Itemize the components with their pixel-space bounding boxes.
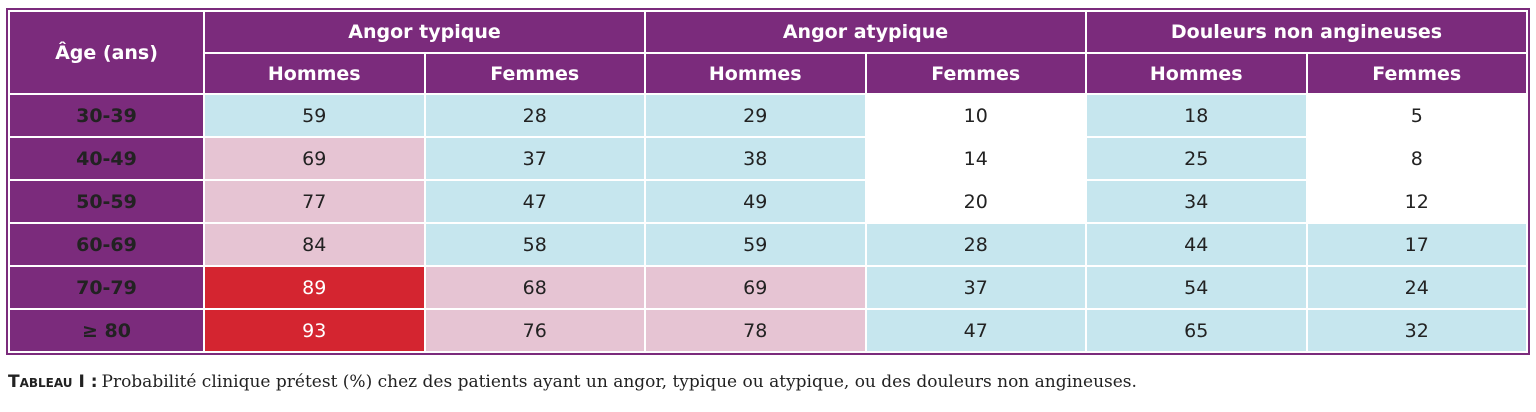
age-header: Âge (ans)	[8, 10, 205, 95]
header-row: Âge (ans) Angor typique Angor atypique D…	[8, 10, 1528, 95]
cell: 49	[644, 179, 867, 224]
cell: 89	[203, 265, 426, 310]
group-header: Douleurs non angineuses	[1085, 10, 1528, 54]
age-cell: 50-59	[8, 179, 205, 224]
table-wrap: Âge (ans) Angor typique Angor atypique D…	[6, 8, 1530, 355]
cell: 5	[1305, 93, 1528, 138]
cell: 47	[423, 179, 646, 224]
group-header: Angor typique	[203, 10, 646, 54]
cell: 25	[1085, 136, 1308, 181]
probability-table: Âge (ans) Angor typique Angor atypique D…	[6, 8, 1530, 355]
cell: 24	[1305, 265, 1528, 310]
age-cell: 40-49	[8, 136, 205, 181]
cell: 59	[644, 222, 867, 267]
cell: 58	[423, 222, 646, 267]
caption-label: Tableau I :	[8, 372, 98, 392]
data-row: 60-69 84 58 59 28 44 17	[8, 222, 1528, 267]
cell: 93	[203, 308, 426, 353]
cell: 47	[864, 308, 1087, 353]
cell: 29	[644, 93, 867, 138]
cell: 54	[1085, 265, 1308, 310]
cell: 68	[423, 265, 646, 310]
cell: 84	[203, 222, 426, 267]
data-row: 50-59 77 47 49 20 34 12	[8, 179, 1528, 224]
subheader: Hommes	[1085, 52, 1308, 95]
cell: 18	[1085, 93, 1308, 138]
cell: 32	[1305, 308, 1528, 353]
cell: 76	[423, 308, 646, 353]
cell: 78	[644, 308, 867, 353]
group-header: Angor atypique	[644, 10, 1087, 54]
cell: 20	[864, 179, 1087, 224]
cell: 77	[203, 179, 426, 224]
cell: 17	[1305, 222, 1528, 267]
age-cell: 60-69	[8, 222, 205, 267]
data-row: 70-79 89 68 69 37 54 24	[8, 265, 1528, 310]
subheader: Hommes	[644, 52, 867, 95]
age-cell: 30-39	[8, 93, 205, 138]
subheader-row: Hommes Femmes Hommes Femmes Hommes Femme…	[9, 52, 1528, 95]
caption: Tableau I : Probabilité clinique prétest …	[8, 372, 1137, 392]
data-row: 40-49 69 37 38 14 25 8	[8, 136, 1528, 181]
cell: 69	[644, 265, 867, 310]
subheader: Hommes	[203, 52, 426, 95]
data-row: ≥ 80 93 76 78 47 65 32	[8, 308, 1528, 353]
cell: 34	[1085, 179, 1308, 224]
cell: 59	[203, 93, 426, 138]
cell: 8	[1305, 136, 1528, 181]
subheader: Femmes	[1305, 52, 1528, 95]
age-cell: 70-79	[8, 265, 205, 310]
cell: 14	[864, 136, 1087, 181]
cell: 38	[644, 136, 867, 181]
cell: 10	[864, 93, 1087, 138]
cell: 69	[203, 136, 426, 181]
cell: 28	[423, 93, 646, 138]
caption-text: Probabilité clinique prétest (%) chez de…	[101, 372, 1137, 392]
cell: 44	[1085, 222, 1308, 267]
cell: 12	[1305, 179, 1528, 224]
subheader: Femmes	[864, 52, 1087, 95]
cell: 37	[423, 136, 646, 181]
cell: 37	[864, 265, 1087, 310]
cell: 28	[864, 222, 1087, 267]
cell: 65	[1085, 308, 1308, 353]
subheader: Femmes	[423, 52, 646, 95]
age-cell: ≥ 80	[8, 308, 205, 353]
data-row: 30-39 59 28 29 10 18 5	[8, 93, 1528, 138]
